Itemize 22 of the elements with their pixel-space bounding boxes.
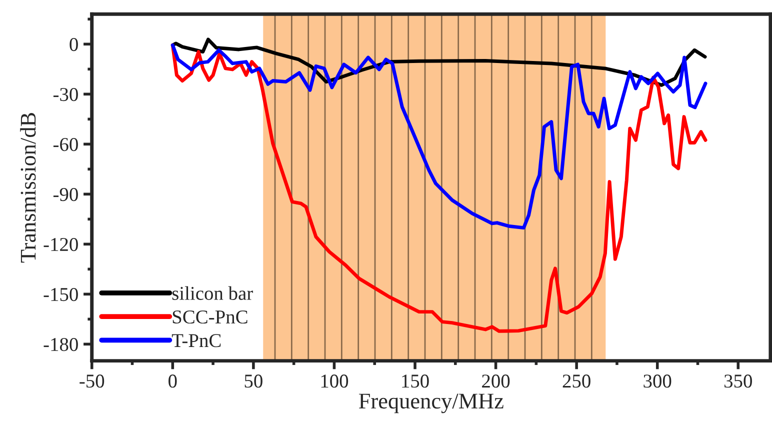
x-axis-title: Frequency/MHz	[358, 394, 504, 414]
x-tick-label: 300	[644, 374, 672, 388]
x-tick-label: 0	[168, 374, 177, 388]
legend-label: SCC-PnC	[172, 310, 248, 324]
x-tick-label: -50	[80, 374, 104, 388]
x-tick-label: 150	[402, 374, 429, 388]
y-tick-label: -90	[53, 188, 78, 202]
y-tick-label: -60	[53, 138, 78, 152]
x-tick-label: 350	[724, 374, 752, 388]
x-tick-label: 200	[482, 374, 510, 388]
legend-label: T-PnC	[172, 334, 221, 348]
y-tick-label: -150	[44, 288, 78, 302]
x-tick-label: 250	[562, 374, 590, 388]
y-axis-title: Transmission/dB	[20, 113, 36, 263]
x-tick-label: 50	[244, 374, 262, 388]
y-tick-label: -120	[44, 238, 78, 252]
y-tick-label: 0	[70, 38, 78, 52]
legend-label: silicon bar	[172, 286, 253, 300]
y-tick-label: -180	[44, 338, 78, 352]
line-series	[170, 43, 708, 230]
y-tick-label: -30	[53, 88, 78, 102]
x-tick-label: 100	[321, 374, 348, 388]
